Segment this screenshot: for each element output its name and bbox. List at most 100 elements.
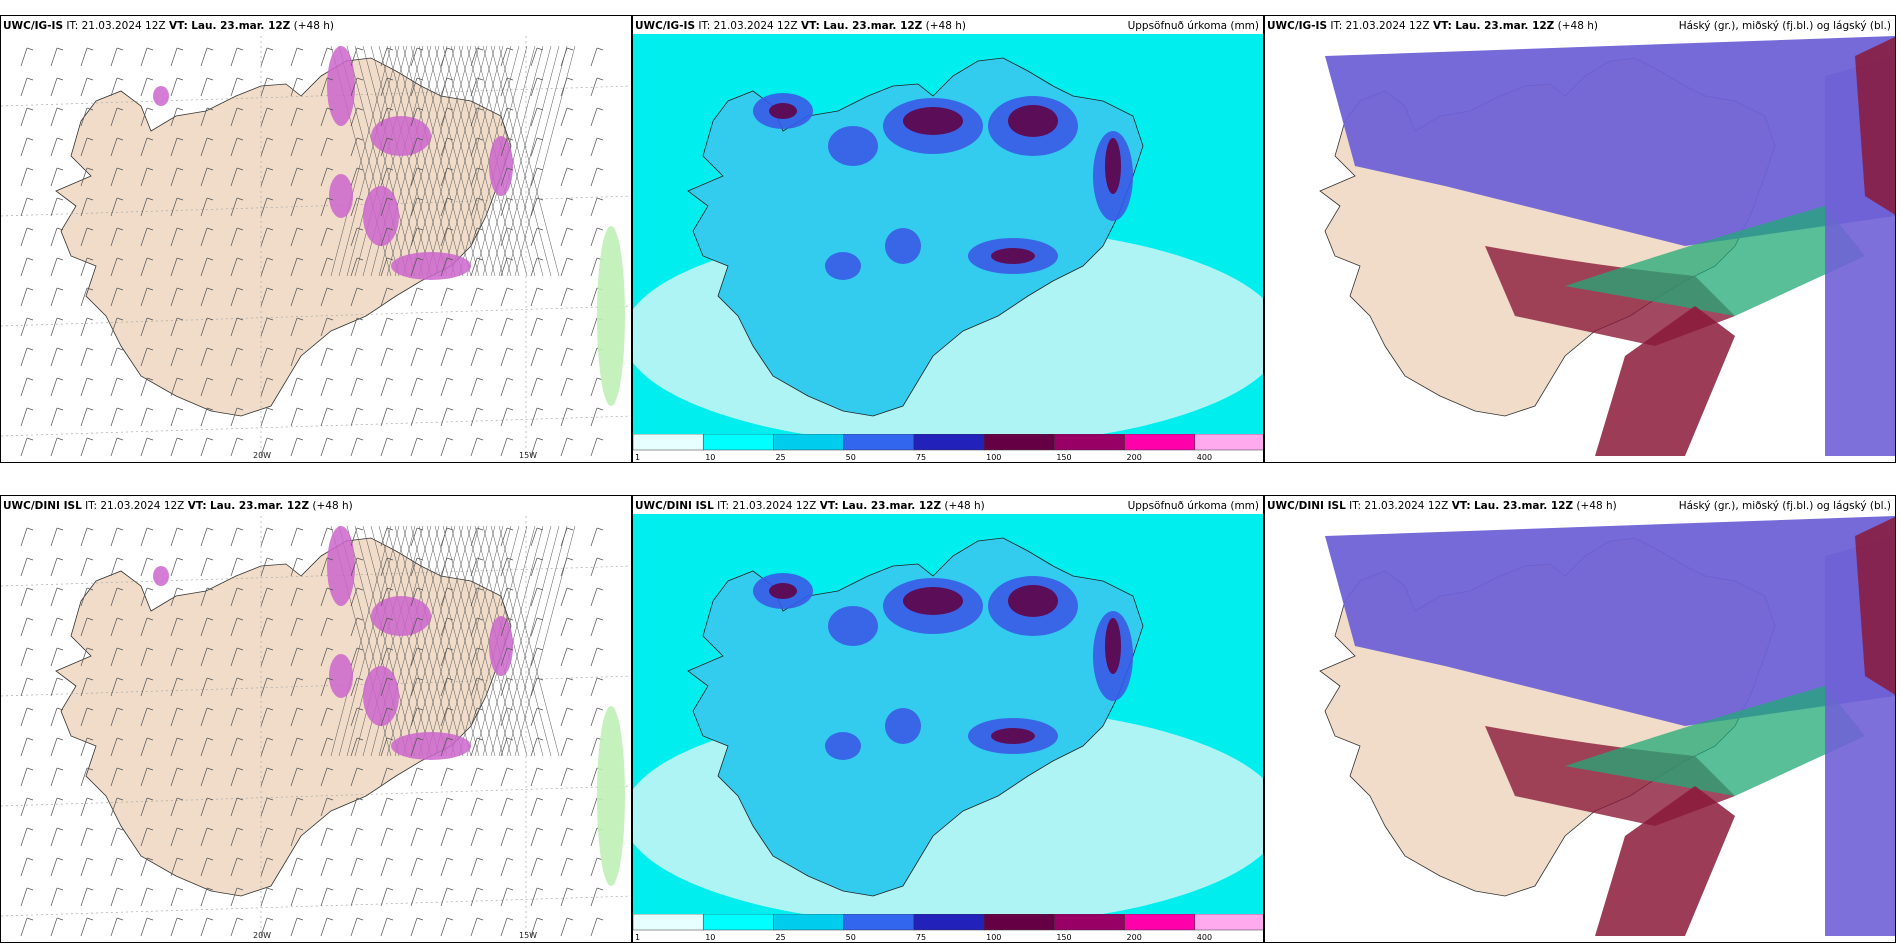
- graticule-line: [1, 675, 631, 697]
- graticule-line: [1, 565, 631, 587]
- land-mass: [55, 537, 512, 897]
- panel-header: UWC/DINI ISL IT: 21.03.2024 12Z VT: Lau.…: [1267, 500, 1891, 512]
- colorbar-label: 25: [775, 453, 785, 462]
- colorbar-label: 25: [775, 933, 785, 942]
- graticule-line: [1, 895, 631, 917]
- panel-header: UWC/DINI ISL IT: 21.03.2024 12Z VT: Lau.…: [3, 500, 353, 512]
- colorbar-swatch: [843, 914, 915, 931]
- precip-blob: [489, 136, 513, 196]
- snow-hatch: [330, 525, 576, 757]
- graticule-line: [1, 415, 631, 437]
- colorbar-label: 50: [846, 453, 856, 462]
- map-accum-precip-igis: [633, 34, 1263, 446]
- colorbar-swatch: [702, 914, 774, 931]
- lon-label: 15W: [519, 931, 538, 940]
- colorbar-swatch: [702, 434, 774, 451]
- colorbar-swatch: [843, 434, 915, 451]
- precip-dark-zone: [1008, 585, 1058, 617]
- mid-cloud-south: [1595, 306, 1735, 456]
- colorbar-swatch: [983, 434, 1055, 451]
- colorbar-label: 10: [705, 933, 715, 942]
- lon-label: 15W: [519, 451, 538, 460]
- precip-blue-zone: [828, 126, 878, 166]
- precip-blue-zone: [885, 708, 921, 744]
- precip-blue-zone: [828, 606, 878, 646]
- graticule-line: [1, 305, 631, 327]
- colorbar-label: 400: [1197, 933, 1212, 942]
- colorbar-swatch: [913, 434, 985, 451]
- low-cloud-area: [1565, 206, 1865, 316]
- colorbar-label: 200: [1127, 453, 1142, 462]
- panel-precip-type-igis: UWC/IG-IS IT: 21.03.2024 12Z VT: Lau. 23…: [0, 15, 632, 463]
- colorbar-swatch: [983, 914, 1055, 931]
- map-precip-type-dini: [1, 516, 631, 937]
- rain-area: [597, 706, 625, 886]
- precip-blob: [327, 526, 355, 606]
- precip-blob: [371, 596, 431, 636]
- precip-dark-zone: [903, 107, 963, 135]
- panel-clouds-igis: UWC/IG-IS IT: 21.03.2024 12Z VT: Lau. 23…: [1264, 15, 1896, 463]
- colorbar-swatch: [1194, 434, 1263, 451]
- precip-blob: [391, 252, 471, 280]
- panel-header: UWC/IG-IS IT: 21.03.2024 12Z VT: Lau. 23…: [1267, 20, 1891, 32]
- colorbar-swatch: [913, 914, 985, 931]
- colorbar-swatch: [773, 434, 844, 451]
- precip-blue-zone: [825, 252, 861, 280]
- panel-header: UWC/IG-IS IT: 21.03.2024 12Z VT: Lau. 23…: [3, 20, 334, 32]
- colorbar-swatch: [1124, 914, 1196, 931]
- mid-cloud-east: [1855, 516, 1895, 695]
- precip-dark-zone: [903, 587, 963, 615]
- colorbar-label: 150: [1056, 933, 1071, 942]
- lon-label: 20W: [253, 931, 272, 940]
- colorbar-swatch: [773, 914, 844, 931]
- panel-accum-precip-dini: UWC/DINI ISL IT: 21.03.2024 12Z VT: Lau.…: [632, 495, 1264, 943]
- panel-header: UWC/IG-IS IT: 21.03.2024 12Z VT: Lau. 23…: [635, 20, 1259, 32]
- mid-cloud-south: [1595, 786, 1735, 936]
- precip-blue-zone: [885, 228, 921, 264]
- precip-blob: [153, 86, 169, 106]
- precip-dark-zone: [769, 103, 797, 119]
- map-precip-type-igis: [1, 36, 631, 457]
- colorbar: 1 10 25 50 75 100 150 200 400: [633, 914, 1263, 942]
- colorbar-label: 200: [1127, 933, 1142, 942]
- mid-cloud-east: [1855, 36, 1895, 215]
- graticule-line: [1, 195, 631, 217]
- colorbar-label: 50: [846, 933, 856, 942]
- panel-clouds-dini: UWC/DINI ISL IT: 21.03.2024 12Z VT: Lau.…: [1264, 495, 1896, 943]
- colorbar-label: 1: [635, 453, 640, 462]
- colorbar-label: 100: [986, 453, 1001, 462]
- colorbar-label: 75: [916, 933, 926, 942]
- rain-area: [597, 226, 625, 406]
- colorbar-label: 150: [1056, 453, 1071, 462]
- map-clouds-igis: [1265, 34, 1895, 462]
- precip-blob: [391, 732, 471, 760]
- precip-dark-zone: [1105, 138, 1121, 194]
- land-mass: [55, 57, 512, 417]
- colorbar-swatch: [1124, 434, 1196, 451]
- colorbar-label: 75: [916, 453, 926, 462]
- panel-header: UWC/DINI ISL IT: 21.03.2024 12Z VT: Lau.…: [635, 500, 1259, 512]
- colorbar-label: 100: [986, 933, 1001, 942]
- precip-blob: [371, 116, 431, 156]
- colorbar-swatch: [1194, 914, 1263, 931]
- colorbar-swatch: [1054, 434, 1125, 451]
- precip-blue-zone: [825, 732, 861, 760]
- wind-barbs: [20, 527, 604, 937]
- colorbar-label: 1: [635, 933, 640, 942]
- graticule-line: [1, 85, 631, 107]
- precip-blob: [327, 46, 355, 126]
- precip-blob: [329, 654, 353, 698]
- graticule-line: [1, 785, 631, 807]
- precip-blob: [153, 566, 169, 586]
- mid-cloud-area: [1485, 726, 1735, 826]
- mid-cloud-area: [1485, 246, 1735, 346]
- high-cloud-area: [1325, 36, 1895, 246]
- lon-label: 20W: [253, 451, 272, 460]
- map-accum-precip-dini: [633, 514, 1263, 926]
- wind-barbs: [20, 47, 604, 457]
- precip-dark-zone: [991, 728, 1035, 744]
- precip-blob: [489, 616, 513, 676]
- precip-dark-zone: [769, 583, 797, 599]
- colorbar-swatch: [633, 434, 704, 451]
- precip-dark-zone: [1008, 105, 1058, 137]
